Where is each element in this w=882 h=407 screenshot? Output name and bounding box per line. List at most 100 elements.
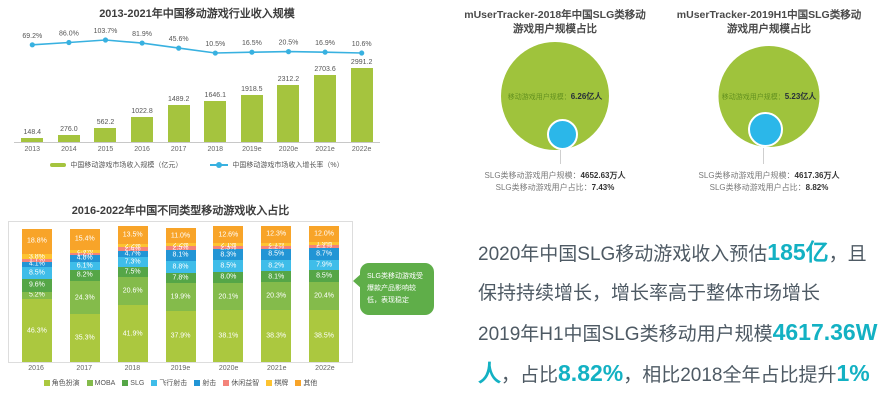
bar-column: 562.2	[87, 119, 124, 142]
segment-shoot: 8.1%	[165, 249, 196, 261]
segment-casual: 2.3%	[213, 244, 244, 252]
segment-rpg: 41.9%	[117, 305, 148, 362]
circle-label: 移动游戏用户规模：5.23亿人	[722, 91, 817, 102]
bar-value-label: 2991.2	[350, 59, 373, 66]
stacked-bar: 41.9% 20.6% 7.5% 7.3% 4.7% 2.4% 2.2% 13.5%	[109, 225, 157, 362]
bar-column: 276.0	[51, 126, 88, 142]
legend-item: 角色扮演	[43, 378, 80, 388]
segment-label: 4.7%	[124, 250, 141, 258]
segment-label: 8.5%	[220, 262, 237, 270]
segment-fly-shoot: 8.5%	[21, 267, 52, 279]
slg-users-circle	[547, 119, 578, 150]
segment-other: 15.4%	[69, 228, 100, 250]
segment-chess: 1.9%	[309, 240, 340, 247]
legend-item: SLG	[122, 380, 144, 387]
x-axis-label: 2018	[207, 146, 224, 153]
insight-text: ，且保持持续增长，增长率高于整体市场增长	[478, 244, 867, 304]
revenue-legend: 中国移动游戏市场收入规模（亿元） 中国移动游戏市场收入增长率（%）	[8, 160, 386, 170]
circle-value: 5.23亿人	[784, 92, 817, 101]
segment-label: 41.9%	[122, 330, 143, 337]
segment-label: 2.3%	[220, 244, 237, 252]
stat-value: 8.82%	[805, 183, 829, 192]
segment-shoot: 4.7%	[117, 250, 148, 258]
stat-row: SLG类移动游戏用户占比：7.43%	[452, 182, 658, 194]
x-axis-label: 2015	[97, 146, 114, 153]
segment-moba: 20.6%	[117, 277, 148, 305]
segment-label: 15.4%	[74, 235, 95, 243]
legend-label: 棋牌	[274, 380, 289, 387]
legend-label: 中国移动游戏市场收入规模（亿元）	[70, 162, 183, 169]
segment-other: 13.5%	[117, 225, 148, 245]
segment-label: 2.4%	[124, 245, 141, 253]
segment-shoot: 8.7%	[309, 247, 340, 260]
stat-label: SLG类移动游戏用户占比：	[495, 183, 592, 192]
bar-value-label: 1918.5	[241, 85, 263, 93]
revenue-plot-area: 148.4 276.0 562.2 1022.8 1489.2 1646.1 1918.5 2…	[14, 24, 380, 143]
segment-rpg: 46.3%	[21, 299, 52, 362]
segment-casual: 2.4%	[117, 245, 148, 253]
segment-label: 8.5%	[28, 269, 45, 277]
segment-chess: 3.8%	[21, 253, 52, 260]
segment-fly-shoot: 8.8%	[165, 260, 196, 273]
segment-chess: 2.9%	[69, 248, 100, 255]
connector-line	[560, 148, 561, 164]
x-axis-label: 2020e	[278, 146, 299, 153]
segment-shoot: 4.8%	[69, 254, 100, 262]
segment-label: 4.8%	[76, 254, 93, 262]
bar-value-label: 2312.2	[277, 75, 300, 83]
segment-other: 18.8%	[21, 228, 52, 255]
legend-swatch	[86, 380, 93, 386]
segment-label: 1.2%	[76, 250, 93, 258]
stacked-bar: 46.3% 5.2% 9.6% 8.5% 4.1% 1.7% 3.8% 18.8%	[13, 228, 61, 362]
segment-rpg: 37.9%	[165, 310, 196, 362]
stacked-bar: 38.1% 20.1% 8.0% 8.5% 8.3% 2.3% 2.1% 12.6%	[204, 226, 252, 362]
stat-label: SLG类移动游戏用户占比：	[709, 183, 806, 192]
bar-column: 148.4	[14, 129, 51, 142]
stack-x-axis: 2016 2017 2018 2019e 2020e 2021e 2022e	[8, 365, 353, 372]
segment-label: 8.5%	[316, 272, 333, 280]
revenue-bar	[57, 135, 80, 142]
x-axis-label: 2021e	[315, 146, 335, 153]
bar-value-label: 276.0	[60, 126, 78, 134]
segment-fly-shoot: 7.3%	[117, 256, 148, 267]
segment-label: 38.5%	[314, 332, 335, 340]
revenue-bar	[240, 94, 263, 142]
circle-value: 6.26亿人	[570, 91, 603, 101]
segment-label: 18.8%	[26, 237, 47, 245]
segment-label: 8.3%	[220, 251, 237, 259]
segment-moba: 20.1%	[213, 282, 244, 311]
x-axis-label: 2018	[124, 365, 141, 372]
legend-item: 射击	[194, 378, 216, 388]
circle-label-text: 移动游戏用户规模：	[507, 93, 571, 101]
bar-value-label: 2703.6	[314, 66, 336, 74]
segment-casual: 1.7%	[21, 257, 52, 264]
segment-slg: 8.5%	[309, 270, 340, 282]
segment-chess: 2.2%	[165, 241, 196, 248]
x-axis-label: 2019e	[170, 365, 191, 372]
legend-label: 射击	[202, 380, 217, 387]
segment-label: 24.3%	[74, 294, 95, 301]
legend-item: 飞行射击	[151, 378, 187, 388]
segment-other: 12.0%	[309, 226, 340, 243]
bar-column: 1022.8	[124, 108, 161, 142]
segment-label: 38.1%	[218, 332, 239, 340]
legend-label: 飞行射击	[159, 380, 188, 387]
insight-text-block: 2020年中国SLG移动游戏收入预估185亿，且保持持续增长，增长率高于整体市场…	[478, 233, 882, 395]
panel-title-line: mUserTracker-2019H1中国SLG类移动	[676, 9, 862, 21]
insight-text: ，相比2018全年占比提升	[623, 365, 837, 386]
legend-item: 中国移动游戏市场收入增长率（%）	[210, 160, 344, 170]
insight-text: 2020年中国SLG移动游戏收入预估	[478, 244, 768, 265]
segment-label: 19.9%	[170, 293, 191, 301]
highlight-value: 1%	[836, 360, 870, 386]
stacked-bar: 37.9% 19.9% 7.8% 8.8% 8.1% 2.5% 2.2% 11.0%	[157, 228, 205, 362]
segment-casual: 2.1%	[309, 243, 340, 250]
stack-legend: 角色扮演 MOBA SLG 飞行射击 射击 休闲益智 棋牌 其他	[8, 378, 353, 388]
segment-label: 12.6%	[218, 231, 239, 239]
segment-fly-shoot: 8.5%	[213, 260, 244, 273]
stacked-bar: 38.5% 20.4% 8.5% 7.9% 8.7% 2.1% 1.9% 12.0%	[300, 226, 348, 362]
stat-row: SLG类移动游戏用户规模：4617.36万人	[666, 170, 872, 182]
bar-swatch-icon	[50, 163, 67, 167]
legend-swatch	[43, 380, 50, 386]
mobile-users-circle: 移动游戏用户规模：6.26亿人	[501, 42, 609, 150]
panel-title: mUserTracker-2018年中国SLG类移动 游戏用户规模占比	[452, 8, 658, 36]
